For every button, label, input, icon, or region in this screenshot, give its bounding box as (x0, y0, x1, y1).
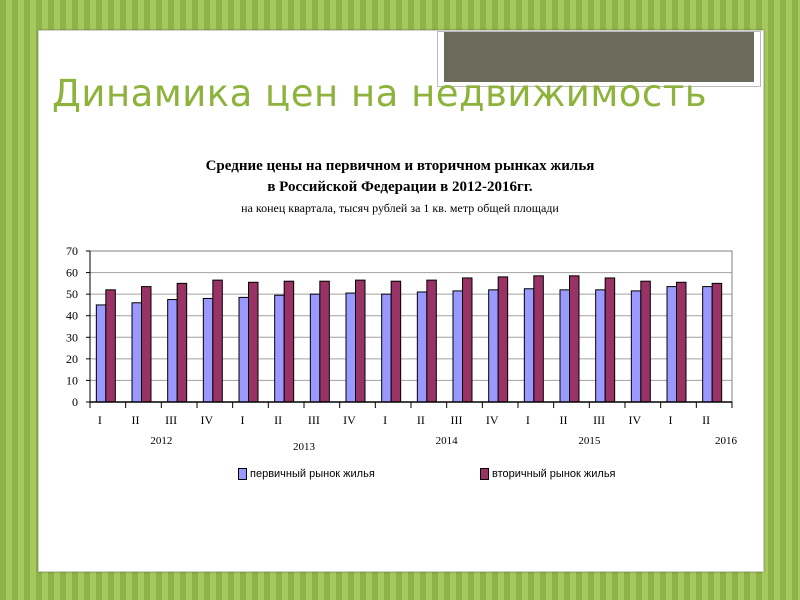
bar-secondary (604, 277, 616, 403)
bar-primary (95, 304, 107, 403)
slide-title: Динамика цен на недвижимость (52, 72, 708, 115)
x-category-label: IV (200, 413, 213, 427)
x-category-label: III (451, 413, 463, 427)
bar-secondary (390, 280, 402, 403)
bar-secondary (176, 282, 188, 403)
x-year-label: 2014 (436, 435, 459, 447)
bar-primary (167, 299, 178, 403)
legend-label-secondary: вторичный рынок жилья (492, 468, 616, 480)
y-tick-label: 40 (66, 309, 78, 323)
bar-primary (381, 293, 392, 403)
x-category-label: I (241, 413, 245, 427)
bar-secondary (212, 279, 223, 403)
bar-primary (345, 292, 356, 403)
bar-secondary (569, 275, 580, 403)
y-tick-label: 30 (66, 330, 78, 344)
x-category-label: II (417, 413, 425, 427)
bar-secondary (319, 280, 330, 403)
bar-primary (416, 291, 428, 403)
bar-primary (488, 289, 499, 403)
legend-swatch-primary (238, 468, 247, 480)
x-category-label: III (308, 413, 320, 427)
y-tick-label: 10 (66, 373, 78, 387)
x-category-label: II (560, 413, 568, 427)
bar-primary (274, 294, 285, 403)
tab-decoration (437, 31, 761, 87)
x-year-label: 2013 (293, 441, 316, 453)
bar-primary (595, 289, 606, 403)
bar-secondary (248, 281, 259, 403)
x-year-label: 2012 (150, 435, 172, 447)
x-category-label: I (669, 413, 673, 427)
bar-primary (523, 288, 535, 403)
bar-primary (630, 290, 642, 403)
chart-title-line2: в Российской Федерации в 2012-2016гг. (267, 179, 533, 195)
x-category-label: II (274, 413, 282, 427)
chart-subtitle: на конец квартала, тысяч рублей за 1 кв.… (241, 201, 559, 215)
bar-primary (202, 297, 214, 403)
bar-secondary (711, 282, 723, 403)
bar-secondary (462, 277, 473, 403)
x-category-label: I (98, 413, 102, 427)
bar-secondary (640, 280, 651, 403)
bar-secondary (426, 279, 437, 403)
x-year-label: 2016 (715, 435, 738, 447)
legend-item-secondary: вторичный рынок жилья (480, 468, 616, 480)
bar-secondary (355, 279, 366, 403)
bar-primary (452, 290, 463, 403)
legend-label-primary: первичный рынок жилья (250, 468, 375, 480)
legend-swatch-secondary (480, 468, 489, 480)
y-tick-label: 70 (66, 244, 78, 258)
x-category-label: I (383, 413, 387, 427)
y-tick-label: 50 (66, 287, 78, 301)
bar-secondary (533, 275, 544, 403)
bar-secondary (283, 280, 295, 403)
bar-primary (666, 286, 677, 403)
tab-decoration-fill (444, 32, 754, 82)
bar-secondary (497, 276, 509, 403)
bar-primary (238, 296, 249, 403)
chart-title: Средние цены на первичном и вторичном ры… (205, 158, 595, 174)
y-tick-label: 60 (66, 266, 78, 280)
x-category-label: III (593, 413, 605, 427)
bar-primary (559, 289, 570, 403)
y-tick-label: 20 (66, 352, 78, 366)
x-year-label: 2015 (578, 435, 601, 447)
y-tick-label: 0 (72, 395, 78, 409)
legend-item-primary: первичный рынок жилья (238, 468, 375, 480)
bar-secondary (105, 289, 116, 403)
x-category-label: III (165, 413, 177, 427)
bar-primary (702, 286, 713, 403)
x-category-label: II (702, 413, 710, 427)
x-category-label: IV (486, 413, 499, 427)
bar-primary (131, 302, 142, 403)
x-category-label: I (526, 413, 530, 427)
bar-primary (309, 293, 321, 403)
x-category-label: IV (343, 413, 356, 427)
bar-secondary (141, 286, 152, 403)
x-category-label: IV (628, 413, 641, 427)
x-category-label: II (132, 413, 140, 427)
bar-secondary (676, 281, 687, 403)
